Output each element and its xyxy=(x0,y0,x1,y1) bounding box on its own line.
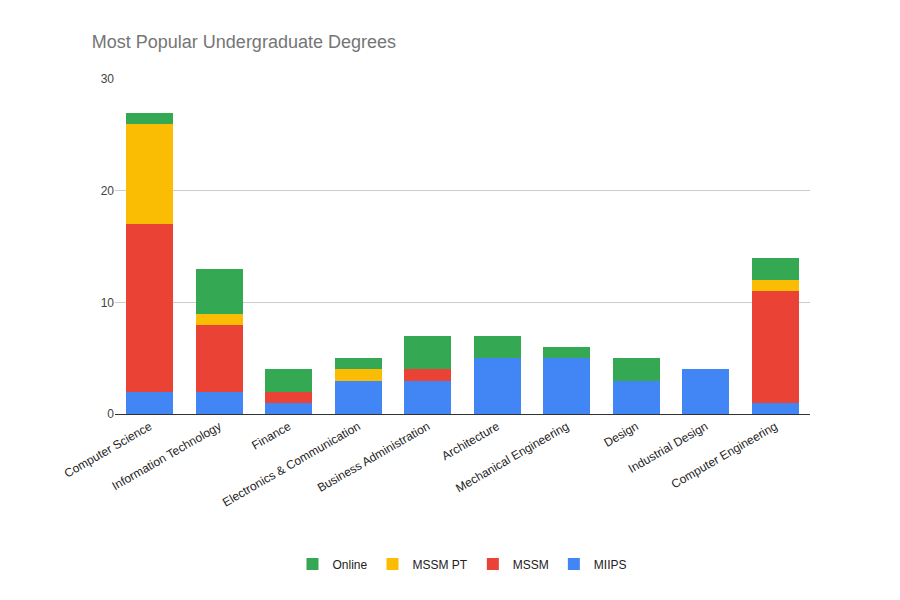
svg-text:MIIPS: MIIPS xyxy=(594,558,627,572)
svg-text:Information Technology: Information Technology xyxy=(109,419,223,493)
svg-text:Online: Online xyxy=(333,558,368,572)
svg-text:Architecture: Architecture xyxy=(439,419,502,463)
svg-text:30: 30 xyxy=(101,72,115,86)
svg-text:Computer Science: Computer Science xyxy=(62,419,155,481)
svg-text:0: 0 xyxy=(107,407,114,421)
svg-text:Design: Design xyxy=(601,419,640,450)
svg-text:Finance: Finance xyxy=(249,419,293,453)
svg-text:Mechanical Engineering: Mechanical Engineering xyxy=(453,419,571,495)
svg-text:Computer Engineering: Computer Engineering xyxy=(669,419,780,491)
svg-text:20: 20 xyxy=(101,184,115,198)
svg-text:MSSM PT: MSSM PT xyxy=(413,558,468,572)
svg-text:10: 10 xyxy=(101,296,115,310)
svg-text:Electronics & Communication: Electronics & Communication xyxy=(220,419,363,509)
svg-text:Industrial Design: Industrial Design xyxy=(626,419,710,476)
svg-text:Business Administration: Business Administration xyxy=(315,419,432,495)
svg-text:Most Popular Undergraduate Deg: Most Popular Undergraduate Degrees xyxy=(92,32,396,52)
svg-text:MSSM: MSSM xyxy=(513,558,549,572)
